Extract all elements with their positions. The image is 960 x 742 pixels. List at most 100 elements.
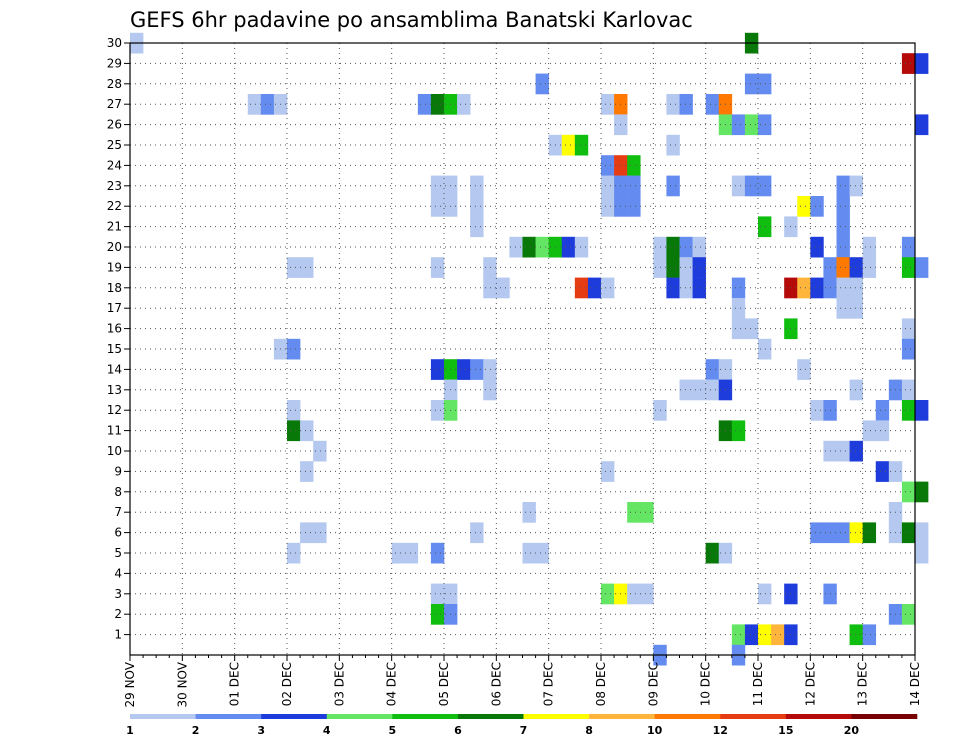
heatmap-cell (915, 400, 928, 421)
heatmap-cell (666, 278, 679, 299)
y-tick-label: 14 (107, 362, 122, 376)
heatmap-cell (706, 359, 719, 380)
x-tick-label: 29 NOV (123, 661, 137, 707)
y-tick-label: 2 (114, 607, 122, 621)
heatmap-cell (300, 257, 313, 278)
heatmap-cell (523, 237, 536, 258)
heatmap-cell (732, 114, 745, 135)
x-tick-label: 02 DEC (280, 662, 294, 706)
y-tick-label: 13 (107, 383, 122, 397)
heatmap-cell (588, 278, 601, 299)
y-tick-label: 16 (107, 322, 122, 336)
colorbar-label: 5 (389, 724, 397, 737)
heatmap-cell (536, 543, 549, 564)
y-tick-label: 6 (114, 526, 122, 540)
y-tick-label: 7 (114, 505, 122, 519)
heatmap-cell (876, 461, 889, 482)
colorbar-swatch (196, 714, 262, 719)
heatmap-cell (902, 482, 915, 503)
heatmap-cell (771, 624, 784, 645)
heatmap-cell (601, 278, 614, 299)
heatmap-cell (902, 522, 915, 543)
heatmap-cell (640, 584, 653, 605)
heatmap-cell (902, 237, 915, 258)
heatmap-cell (431, 257, 444, 278)
colorbar-label: 8 (585, 724, 593, 737)
y-tick-label: 19 (107, 260, 122, 274)
heatmap-cell (902, 400, 915, 421)
heatmap-cell (693, 237, 706, 258)
y-tick-label: 10 (107, 444, 122, 458)
colorbar-label: 20 (844, 724, 860, 737)
heatmap-cell (431, 196, 444, 217)
heatmap-cell (470, 196, 483, 217)
y-tick-label: 15 (107, 342, 122, 356)
heatmap-cell (392, 543, 405, 564)
x-tick-label: 12 DEC (803, 662, 817, 706)
colorbar-label: 2 (192, 724, 200, 737)
heatmap-cell (431, 94, 444, 115)
precip-ensemble-chart: GEFS 6hr padavine po ansamblima Banatski… (0, 0, 960, 742)
colorbar-swatch (327, 714, 393, 719)
heatmap-cell (810, 522, 823, 543)
heatmap-cell (902, 257, 915, 278)
heatmap-cell (418, 94, 431, 115)
heatmap-cell (601, 176, 614, 197)
y-tick-label: 30 (107, 36, 122, 50)
colorbar-swatch (392, 714, 458, 719)
x-tick-label: 07 DEC (542, 662, 556, 706)
x-tick-label: 11 DEC (751, 662, 765, 706)
heatmap-cell (470, 522, 483, 543)
cells-layer (130, 33, 928, 666)
y-tick-label: 24 (107, 158, 122, 172)
heatmap-cell (732, 298, 745, 319)
heatmap-cell (666, 176, 679, 197)
heatmap-cell (745, 318, 758, 339)
heatmap-cell (797, 196, 810, 217)
y-tick-label: 25 (107, 138, 122, 152)
heatmap-cell (287, 339, 300, 360)
heatmap-cell (287, 420, 300, 441)
colorbar-swatch (851, 714, 917, 719)
y-tick-label: 11 (107, 424, 122, 438)
heatmap-cell (470, 359, 483, 380)
heatmap-cell (666, 135, 679, 156)
x-tick-label: 14 DEC (908, 662, 922, 706)
heatmap-cell (601, 461, 614, 482)
y-tick-label: 26 (107, 118, 122, 132)
heatmap-cell (810, 196, 823, 217)
colorbar-label: 1 (126, 724, 134, 737)
y-tick-label: 8 (114, 485, 122, 499)
heatmap-cell (732, 176, 745, 197)
colorbar-swatch (786, 714, 852, 719)
colorbar-swatch (524, 714, 590, 719)
x-tick-label: 06 DEC (489, 662, 503, 706)
heatmap-cell (431, 400, 444, 421)
heatmap-cell (863, 257, 876, 278)
heatmap-cell (693, 257, 706, 278)
heatmap-cell (745, 74, 758, 95)
colorbar-swatch (458, 714, 524, 719)
y-tick-label: 9 (114, 464, 122, 478)
heatmap-cell (287, 400, 300, 421)
heatmap-cell (300, 461, 313, 482)
heatmap-cell (837, 176, 850, 197)
heatmap-cell (810, 278, 823, 299)
heatmap-cell (562, 237, 575, 258)
heatmap-cell (915, 53, 928, 74)
heatmap-cell (902, 53, 915, 74)
colorbar-label: 3 (257, 724, 265, 737)
heatmap-cell (627, 502, 640, 523)
heatmap-cell (902, 604, 915, 625)
heatmap-cell (261, 94, 274, 115)
colorbar: 1 2 3 4 5 6 7 8 10 12 15 20 (126, 714, 917, 737)
colorbar-label: 10 (647, 724, 663, 737)
heatmap-cell (706, 94, 719, 115)
heatmap-cell (666, 257, 679, 278)
colorbar-swatch (130, 714, 196, 719)
heatmap-cell (915, 257, 928, 278)
y-tick-label: 1 (114, 628, 122, 642)
heatmap-cell (496, 278, 509, 299)
x-tick-label: 09 DEC (646, 662, 660, 706)
y-tick-label: 4 (114, 566, 122, 580)
